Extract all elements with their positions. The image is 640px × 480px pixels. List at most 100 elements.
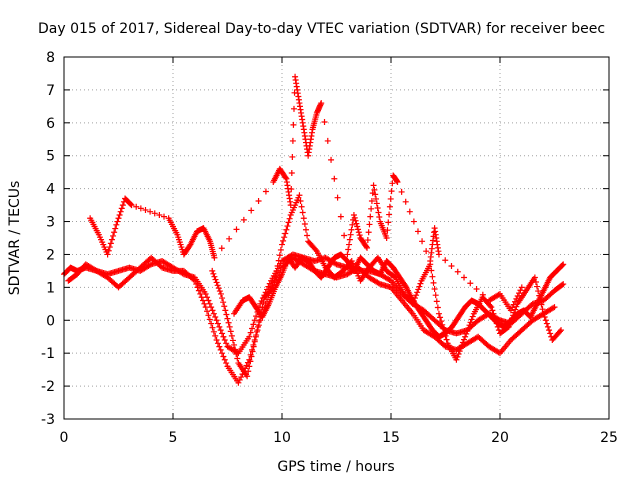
y-tick-label: 3 — [46, 215, 55, 231]
data-point — [427, 261, 434, 268]
data-point — [227, 328, 234, 335]
data-point — [248, 353, 255, 360]
data-point — [388, 188, 395, 195]
data-point — [473, 286, 480, 293]
y-tick-label: 2 — [46, 247, 55, 263]
data-point — [240, 216, 247, 223]
data-point — [228, 332, 235, 339]
data-point — [328, 156, 335, 163]
data-point — [437, 314, 444, 321]
data-point — [283, 226, 290, 233]
data-point — [195, 287, 202, 294]
data-point — [300, 215, 307, 222]
data-point — [212, 313, 219, 320]
data-point — [354, 223, 361, 230]
data-point — [253, 313, 260, 320]
data-point — [464, 327, 471, 334]
data-point — [289, 137, 296, 144]
data-point — [352, 217, 359, 224]
data-point — [435, 251, 442, 258]
data-point — [389, 180, 396, 187]
series-track-c — [87, 73, 525, 314]
data-point — [487, 302, 494, 309]
data-point — [217, 346, 224, 353]
data-point — [205, 312, 212, 319]
data-point — [248, 207, 255, 214]
data-point — [312, 246, 319, 253]
data-point — [216, 323, 223, 330]
data-point — [251, 317, 258, 324]
data-point — [372, 191, 379, 198]
data-point — [560, 261, 567, 268]
data-point — [463, 330, 470, 337]
data-point — [453, 356, 460, 363]
data-point — [371, 186, 378, 193]
data-point — [375, 209, 382, 216]
data-point — [406, 208, 413, 215]
data-point — [110, 232, 117, 239]
data-point — [385, 219, 392, 226]
data-point — [204, 294, 211, 301]
data-point — [161, 213, 168, 220]
data-point — [288, 186, 295, 193]
data-point — [386, 211, 393, 218]
data-point — [210, 310, 217, 317]
data-point — [454, 353, 461, 360]
data-point — [439, 321, 446, 328]
data-point — [249, 325, 256, 332]
data-point — [350, 211, 357, 218]
data-point — [246, 333, 253, 340]
data-point — [108, 236, 115, 243]
data-point — [458, 342, 465, 349]
data-point — [419, 238, 426, 245]
data-point — [247, 358, 254, 365]
data-point — [260, 299, 267, 306]
data-point — [247, 329, 254, 336]
x-axis-label: GPS time / hours — [277, 459, 394, 475]
data-point — [282, 230, 289, 237]
data-point — [374, 204, 381, 211]
data-point — [215, 285, 222, 292]
data-point — [321, 118, 328, 125]
data-point — [233, 351, 240, 358]
data-point — [337, 213, 344, 220]
data-point — [433, 298, 440, 305]
data-point — [373, 200, 380, 207]
data-point — [517, 287, 524, 294]
data-point — [465, 325, 472, 332]
data-point — [231, 341, 238, 348]
data-point — [456, 348, 463, 355]
data-point — [495, 349, 502, 356]
y-tick-label: 4 — [46, 182, 55, 198]
data-point — [546, 327, 553, 334]
data-point — [297, 197, 304, 204]
data-point — [560, 281, 567, 288]
data-point — [539, 306, 546, 313]
data-point — [234, 355, 241, 362]
data-points — [61, 73, 567, 386]
data-point — [209, 324, 216, 331]
data-point — [428, 267, 435, 274]
data-point — [220, 333, 227, 340]
data-point — [245, 368, 252, 375]
x-tick-label: 0 — [60, 430, 69, 446]
data-point — [147, 208, 154, 215]
data-point — [198, 294, 205, 301]
data-point — [236, 376, 243, 383]
data-point — [221, 337, 228, 344]
data-point — [156, 211, 163, 218]
data-point — [127, 201, 134, 208]
data-point — [225, 319, 232, 326]
data-point — [534, 283, 541, 290]
data-point — [443, 336, 450, 343]
x-tick-label: 15 — [382, 430, 400, 446]
x-tick-label: 10 — [273, 430, 291, 446]
data-point — [249, 348, 256, 355]
data-point — [417, 280, 424, 287]
data-point — [556, 328, 563, 335]
data-point — [244, 373, 251, 380]
axis-ticks: 0 5 10 15 20 25 -3 -2 -1 0 1 2 3 4 5 6 7 8 — [41, 50, 618, 446]
data-point — [151, 210, 158, 217]
data-point — [114, 218, 121, 225]
data-point — [402, 198, 409, 205]
